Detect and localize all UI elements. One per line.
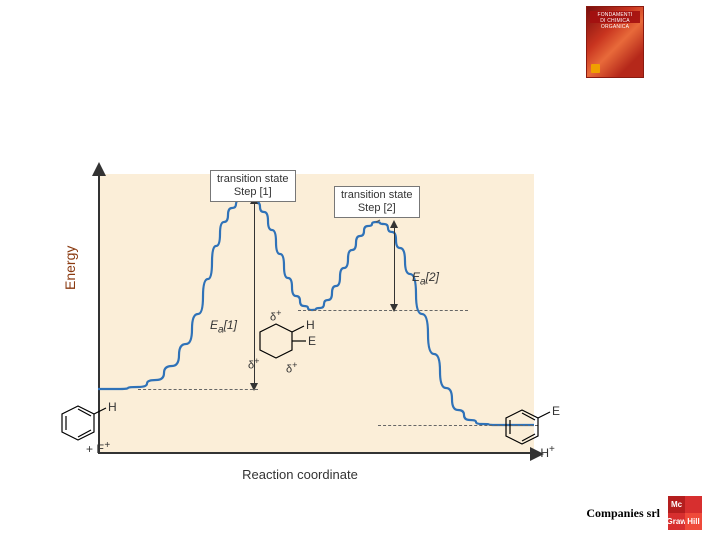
ts2-line1: transition state: [341, 189, 413, 201]
ts1-line2: Step [1]: [234, 186, 272, 198]
product-E: E: [552, 404, 560, 418]
book-badge-corner: [591, 64, 600, 73]
logo-quad-d: Hill: [685, 513, 702, 530]
ea-label-2: Ea[2]: [412, 270, 439, 287]
product-plus-H: + H+: [530, 444, 555, 460]
footer: Companies srl Mc Graw Hill: [586, 496, 702, 530]
ea-label-1: Ea[1]: [210, 318, 237, 335]
logo-quad-b: [685, 496, 702, 513]
transition-state-box-1: transition state Step [1]: [210, 170, 296, 202]
book-badge: FONDAMENTI DI CHIMICA ORGANICA: [586, 6, 644, 78]
energy-diagram: Energy Reaction coordinate transition st…: [60, 170, 540, 480]
ts1-line1: transition state: [217, 173, 289, 185]
int-H: H: [306, 318, 315, 332]
molecule-reactant: H + E+: [58, 398, 128, 458]
logo-quad-c: Graw: [668, 513, 685, 530]
molecule-product: E + H+: [502, 402, 572, 462]
mcgraw-hill-logo: Mc Graw Hill: [668, 496, 702, 530]
book-badge-line3: ORGANICA: [601, 24, 629, 30]
x-axis-label: Reaction coordinate: [60, 467, 540, 482]
ts2-line2: Step [2]: [358, 202, 396, 214]
logo-quad-a: Mc: [668, 496, 685, 513]
y-axis-label: Energy: [62, 246, 78, 290]
int-delta2: δ+: [248, 356, 259, 372]
transition-state-box-2: transition state Step [2]: [334, 186, 420, 218]
molecule-intermediate: H E δ+ δ+ δ+: [256, 314, 328, 380]
int-delta1: δ+: [270, 308, 281, 324]
footer-text: Companies srl: [586, 506, 660, 521]
reactant-plus-E: + E+: [86, 440, 110, 456]
int-delta3: δ+: [286, 360, 297, 376]
book-badge-text: FONDAMENTI DI CHIMICA ORGANICA: [587, 12, 643, 30]
int-E: E: [308, 334, 316, 348]
book-badge-bg: FONDAMENTI DI CHIMICA ORGANICA: [586, 6, 644, 78]
page: FONDAMENTI DI CHIMICA ORGANICA Energy Re…: [0, 0, 720, 540]
reactant-H: H: [108, 400, 117, 414]
